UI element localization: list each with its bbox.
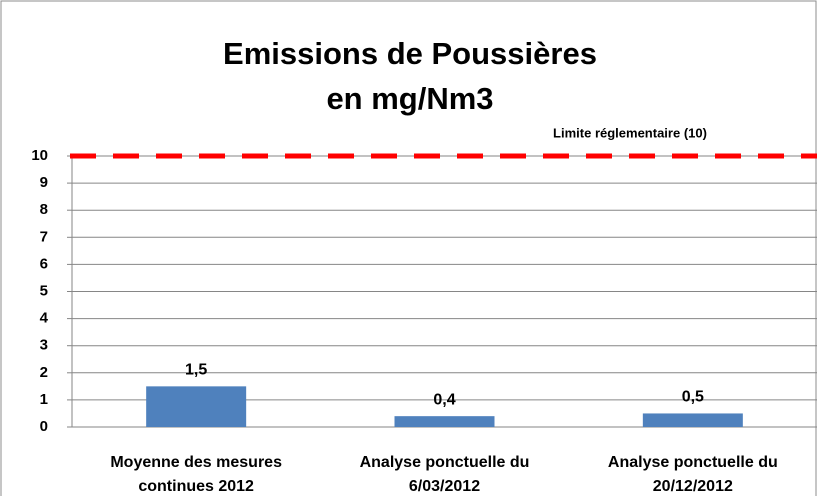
data-label: 0,4 xyxy=(433,391,455,408)
y-tick-label: 2 xyxy=(40,364,48,381)
bar xyxy=(642,413,743,427)
y-tick-label: 10 xyxy=(31,147,48,164)
y-tick-label: 4 xyxy=(40,310,49,327)
data-label: 1,5 xyxy=(185,362,207,379)
y-tick-label: 6 xyxy=(40,255,48,272)
y-tick-label: 9 xyxy=(40,174,48,191)
chart-title: Emissions de Poussières xyxy=(223,36,597,71)
x-tick-label: Analyse ponctuelle du 6/03/2012 xyxy=(359,454,530,495)
threshold-label: Limite réglementaire (10) xyxy=(553,125,707,140)
data-label: 0,5 xyxy=(682,389,704,406)
x-tick-label: Analyse ponctuelle du 20/12/2012 xyxy=(607,454,778,495)
y-tick-label: 0 xyxy=(40,418,48,435)
x-tick-label: Moyenne des mesures continues 2012 xyxy=(110,454,282,495)
y-tick-label: 7 xyxy=(40,228,48,245)
y-tick-label: 1 xyxy=(40,391,48,408)
bar xyxy=(394,416,495,427)
bar xyxy=(146,386,247,427)
y-tick-label: 5 xyxy=(40,282,48,299)
chart-title: en mg/Nm3 xyxy=(326,81,493,116)
y-tick-label: 3 xyxy=(40,337,48,354)
y-tick-label: 8 xyxy=(40,201,48,218)
